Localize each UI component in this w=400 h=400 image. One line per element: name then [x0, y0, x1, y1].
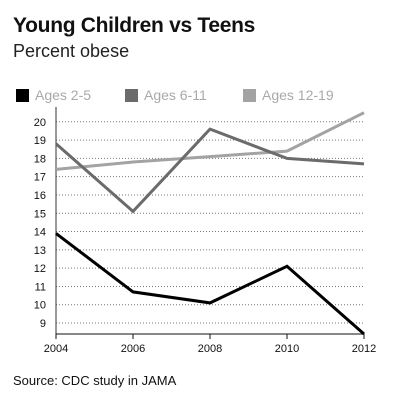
legend-swatch-ages-2-5: [16, 88, 29, 102]
legend-label-ages-12-19: Ages 12-19: [262, 87, 334, 103]
source-note: Source: CDC study in JAMA: [13, 373, 177, 388]
chart-subtitle: Percent obese: [13, 41, 130, 61]
x-tick-label-2012: 2012: [352, 343, 376, 355]
x-tick-label-2008: 2008: [198, 343, 222, 355]
legend-item-ages-6-11: Ages 6-11: [125, 86, 207, 104]
x-tick-label-2010: 2010: [275, 343, 299, 355]
legend-label-ages-2-5: Ages 2-5: [35, 87, 92, 103]
series-lines: [55, 111, 365, 336]
y-tick-label-18: 18: [34, 153, 46, 165]
y-tick-label-11: 11: [35, 281, 46, 293]
y-tick-labels: 9 10 11 12 13 14 15 16 17 18 19 20: [34, 117, 46, 330]
x-tick-label-2006: 2006: [121, 343, 145, 355]
chart-title: Young Children vs Teens: [13, 14, 256, 37]
y-tick-label-14: 14: [34, 227, 46, 239]
legend-label-ages-6-11: Ages 6-11: [144, 87, 207, 103]
series-line-ages-2-5: [55, 232, 365, 336]
legend-swatch-ages-6-11: [125, 88, 138, 102]
y-tick-label-9: 9: [40, 318, 46, 330]
series-line-ages-12-19: [55, 111, 365, 171]
x-tick-label-2004: 2004: [44, 343, 68, 355]
x-tick-labels: 2004 2006 2008 2010 2012: [44, 343, 376, 355]
grid-lines: [56, 121, 364, 324]
legend-item-ages-12-19: Ages 12-19: [243, 86, 334, 104]
chart-legend: Ages 2-5 Ages 6-11 Ages 12-19: [16, 86, 386, 104]
series-line-ages-6-11: [55, 127, 365, 214]
y-tick-label-13: 13: [34, 245, 46, 257]
y-tick-label-15: 15: [34, 208, 46, 220]
y-tick-label-12: 12: [34, 263, 46, 275]
legend-item-ages-2-5: Ages 2-5: [16, 86, 91, 104]
y-tick-label-17: 17: [34, 172, 46, 184]
y-tick-label-16: 16: [34, 190, 46, 202]
y-tick-label-19: 19: [34, 135, 46, 147]
legend-swatch-ages-12-19: [243, 88, 256, 102]
y-tick-label-20: 20: [34, 117, 46, 129]
y-tick-label-10: 10: [34, 300, 46, 312]
